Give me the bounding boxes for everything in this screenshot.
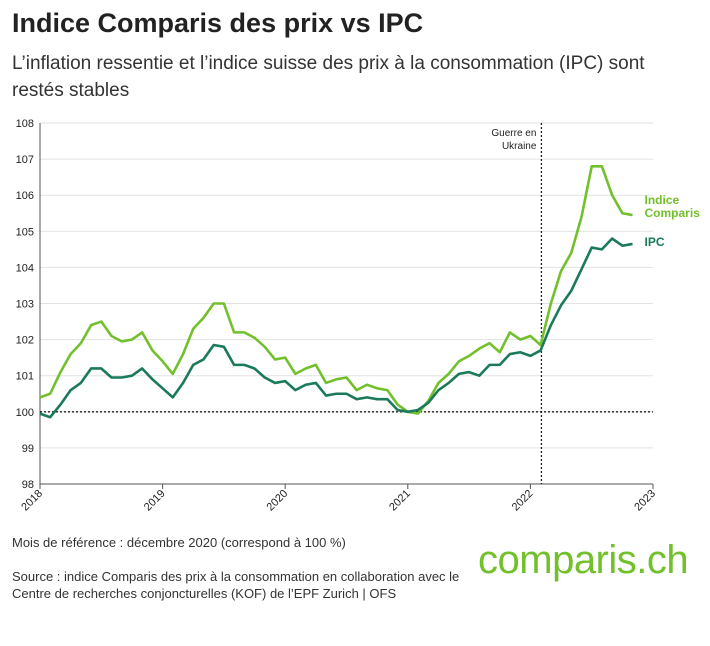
y-tick-label: 98 (22, 479, 34, 491)
x-tick-label: 2022 (510, 488, 536, 514)
y-tick-label: 104 (16, 262, 34, 274)
y-tick-label: 102 (16, 335, 34, 347)
series-line (39, 237, 633, 419)
subtitle: L’inflation ressentie et l’indice suisse… (12, 53, 645, 101)
x-tick-label: 2021 (387, 488, 413, 514)
x-tick-label: 2018 (19, 488, 45, 514)
x-tick-label: 2023 (632, 488, 658, 514)
y-tick-label: 103 (16, 299, 34, 311)
title: Indice Comparis des prix vs IPC (12, 8, 424, 38)
y-tick-label: 106 (16, 190, 34, 202)
y-tick-label: 99 (22, 443, 34, 455)
y-tick-label: 101 (16, 371, 34, 383)
annotation: Ukraine (502, 141, 537, 152)
y-tick-label: 105 (16, 226, 34, 238)
x-tick-label: 2020 (265, 488, 291, 514)
logo: comparis.ch (478, 538, 689, 582)
series-line (39, 165, 633, 415)
x-tick-label: 2019 (142, 488, 168, 514)
y-tick-label: 107 (16, 154, 34, 166)
annotation: Guerre en (491, 128, 536, 139)
chart: 98 99 100 101 102 103 104 105 106 107 108 2018 2019 2… (16, 118, 658, 514)
source: Source : indice Comparis des prix à la c… (12, 569, 460, 601)
y-tick-label: 100 (16, 407, 34, 419)
series-label: Indice Comparis (644, 193, 700, 221)
y-tick-label: 108 (16, 118, 34, 130)
series-label: IPC (644, 234, 665, 249)
footnote: Mois de référence : décembre 2020 (corre… (12, 535, 346, 550)
